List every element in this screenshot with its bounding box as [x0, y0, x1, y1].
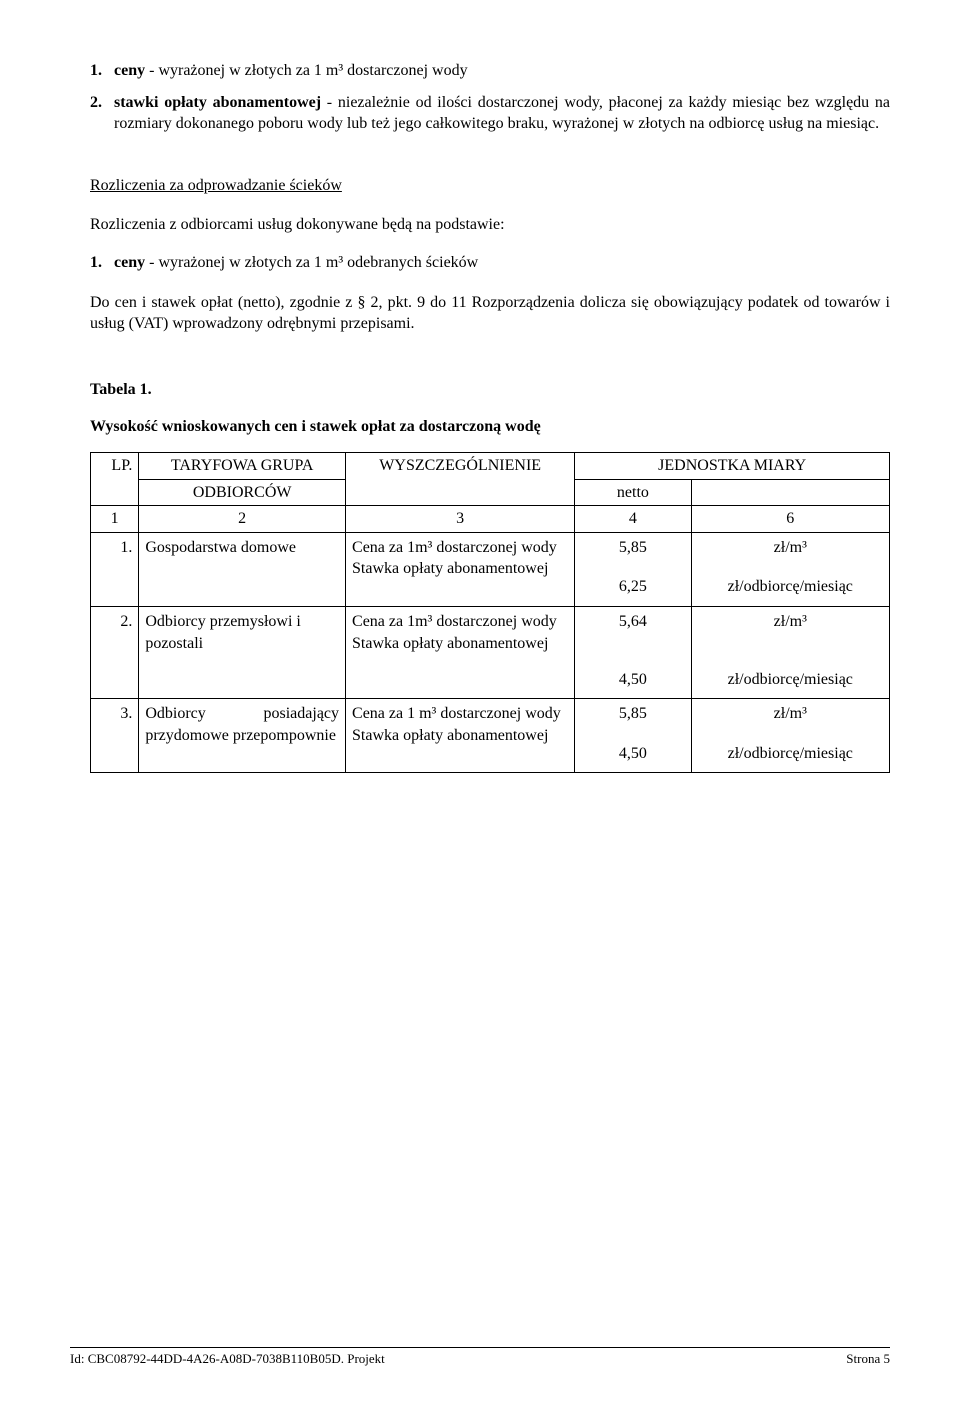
list1-item2-text: stawki opłaty abonamentowej - niezależni… [114, 92, 890, 135]
table-head-row1: LP. TARYFOWA GRUPA WYSZCZEGÓLNIENIE JEDN… [91, 452, 890, 479]
list2-item1-bold: ceny [114, 254, 145, 271]
footer-page: Strona 5 [846, 1350, 890, 1368]
r1-units: zł/m³ zł/odbiorcę/miesiąc [691, 532, 889, 606]
list2-item1-rest: - wyrażonej w złotych za 1 m³ odebranych… [145, 254, 478, 271]
r2-units: zł/m³ zł/odbiorcę/miesiąc [691, 606, 889, 698]
coln-3: 3 [346, 506, 575, 533]
list1-item2-num: 2. [90, 92, 114, 135]
r2-vals: 5,64 4,50 [575, 606, 691, 698]
table-row: 3. Odbiorcy posiadający przydomowe przep… [91, 699, 890, 773]
list1-item1-bold: ceny [114, 62, 145, 79]
r3-v2: 4,50 [581, 743, 684, 765]
footer-id: Id: CBC08792-44DD-4A26-A08D-7038B110B05D… [70, 1350, 385, 1368]
list2-item1-text: ceny - wyrażonej w złotych za 1 m³ odebr… [114, 252, 478, 274]
r2-u1: zł/m³ [698, 611, 883, 633]
th-grp2: ODBIORCÓW [139, 479, 346, 506]
r1-spec1: Cena za 1m³ dostarczonej wody [352, 537, 568, 559]
th-spec: WYSZCZEGÓLNIENIE [346, 452, 575, 505]
r3-grp: Odbiorcy posiadający przydomowe przepomp… [139, 699, 346, 773]
th-lp: LP. [91, 452, 139, 505]
r1-u1: zł/m³ [698, 537, 883, 559]
section-title-rozliczenia: Rozliczenia za odprowadzanie ścieków [90, 175, 890, 197]
r2-spec: Cena za 1m³ dostarczonej wody Stawka opł… [346, 606, 575, 698]
r1-grp: Gospodarstwa domowe [139, 532, 346, 606]
coln-6: 6 [691, 506, 889, 533]
paragraph-vat: Do cen i stawek opłat (netto), zgodnie z… [90, 292, 890, 335]
r3-lp: 3. [91, 699, 139, 773]
coln-4: 4 [575, 506, 691, 533]
coln-1: 1 [91, 506, 139, 533]
r3-v1: 5,85 [581, 703, 684, 725]
table-row: 2. Odbiorcy przemysłowi i pozostali Cena… [91, 606, 890, 698]
r2-u2: zł/odbiorcę/miesiąc [698, 669, 883, 691]
r3-u2: zł/odbiorcę/miesiąc [698, 743, 883, 765]
r3-u1: zł/m³ [698, 703, 883, 725]
r1-vals: 5,85 6,25 [575, 532, 691, 606]
r1-v2: 6,25 [581, 576, 684, 598]
list1-item1-text: ceny - wyrażonej w złotych za 1 m³ dosta… [114, 60, 468, 82]
section-intro: Rozliczenia z odbiorcami usług dokonywan… [90, 214, 890, 236]
r2-grp: Odbiorcy przemysłowi i pozostali [139, 606, 346, 698]
list1-item1: 1. ceny - wyrażonej w złotych za 1 m³ do… [90, 60, 468, 82]
r3-spec1: Cena za 1 m³ dostarczonej wody [352, 703, 568, 725]
rates-table: LP. TARYFOWA GRUPA WYSZCZEGÓLNIENIE JEDN… [90, 452, 890, 773]
r2-lp: 2. [91, 606, 139, 698]
coln-2: 2 [139, 506, 346, 533]
r3-units: zł/m³ zł/odbiorcę/miesiąc [691, 699, 889, 773]
r1-spec2: Stawka opłaty abonamentowej [352, 558, 568, 580]
r1-lp: 1. [91, 532, 139, 606]
list2-item1-num: 1. [90, 252, 114, 274]
list1-item1-num: 1. [90, 60, 114, 82]
r3-spec2: Stawka opłaty abonamentowej [352, 725, 568, 747]
r2-spec2: Stawka opłaty abonamentowej [352, 633, 568, 655]
r3-spec: Cena za 1 m³ dostarczonej wody Stawka op… [346, 699, 575, 773]
list2-item1: 1. ceny - wyrażonej w złotych za 1 m³ od… [90, 252, 478, 274]
table-colnum-row: 1 2 3 4 6 [91, 506, 890, 533]
r1-v1: 5,85 [581, 537, 684, 559]
table-label: Tabela 1. [90, 379, 890, 401]
th-unit-empty [691, 479, 889, 506]
th-jed: JEDNOSTKA MIARY [575, 452, 890, 479]
r3-vals: 5,85 4,50 [575, 699, 691, 773]
r2-spec1: Cena za 1m³ dostarczonej wody [352, 611, 568, 633]
list1-item1-rest: - wyrażonej w złotych za 1 m³ dostarczon… [145, 62, 467, 79]
table-caption: Wysokość wnioskowanych cen i stawek opła… [90, 416, 890, 438]
r2-v2: 4,50 [581, 669, 684, 691]
r2-v1: 5,64 [581, 611, 684, 633]
r1-u2: zł/odbiorcę/miesiąc [698, 576, 883, 598]
r1-spec: Cena za 1m³ dostarczonej wody Stawka opł… [346, 532, 575, 606]
th-grp1: TARYFOWA GRUPA [139, 452, 346, 479]
page-footer: Id: CBC08792-44DD-4A26-A08D-7038B110B05D… [70, 1347, 890, 1368]
th-netto: netto [575, 479, 691, 506]
table-row: 1. Gospodarstwa domowe Cena za 1m³ dosta… [91, 532, 890, 606]
list1-item2-bold: stawki opłaty abonamentowej [114, 94, 321, 111]
list1-item2: 2. stawki opłaty abonamentowej - niezale… [90, 92, 890, 135]
